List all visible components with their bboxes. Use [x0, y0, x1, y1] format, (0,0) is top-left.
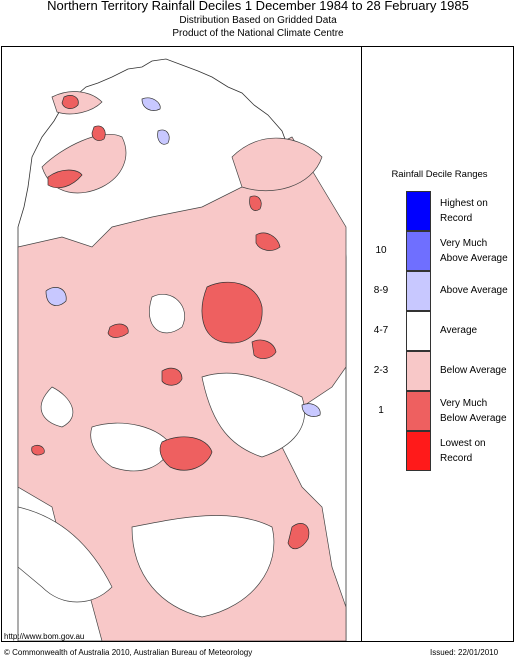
legend-decile: 2-3: [373, 365, 389, 376]
legend-swatch: [406, 231, 431, 271]
legend-swatch: [406, 271, 431, 311]
legend-label: Below Average: [440, 365, 507, 376]
above-average-patch: [45, 287, 67, 306]
issued-date: Issued: 22/01/2010: [430, 648, 499, 657]
legend-swatch: [406, 191, 431, 231]
legend-decile: 4-7: [373, 325, 389, 336]
legend-decile: 1: [378, 405, 384, 416]
rainfall-map: [17, 58, 347, 641]
map-title: Northern Territory Rainfall Deciles 1 De…: [47, 0, 469, 13]
map-product-line: Product of the National Climate Centre: [172, 28, 344, 39]
legend-decile: 10: [375, 245, 387, 256]
legend-label: Lowest on Record: [440, 438, 486, 464]
legend-label: Highest on Record: [440, 198, 488, 224]
map-frame: [1, 46, 514, 642]
legend-label: Above Average: [440, 285, 508, 296]
legend-swatch: [406, 311, 431, 351]
legend-label: Very Much Above Average: [440, 238, 508, 264]
legend-swatch: [406, 391, 431, 431]
map-subtitle: Distribution Based on Gridded Data: [179, 15, 337, 26]
legend-divider: [361, 46, 362, 642]
legend-title: Rainfall Decile Ranges: [391, 169, 488, 180]
legend-swatch: [406, 351, 431, 391]
legend-label: Very Much Below Average: [440, 398, 507, 424]
very-much-below-patch: [201, 281, 263, 344]
legend-swatch: [406, 431, 431, 471]
source-url[interactable]: http://www.bom.gov.au: [4, 632, 85, 641]
legend-label: Average: [440, 325, 478, 336]
legend-decile: 8-9: [373, 285, 389, 296]
copyright-notice: © Commonwealth of Australia 2010, Austra…: [4, 648, 253, 657]
